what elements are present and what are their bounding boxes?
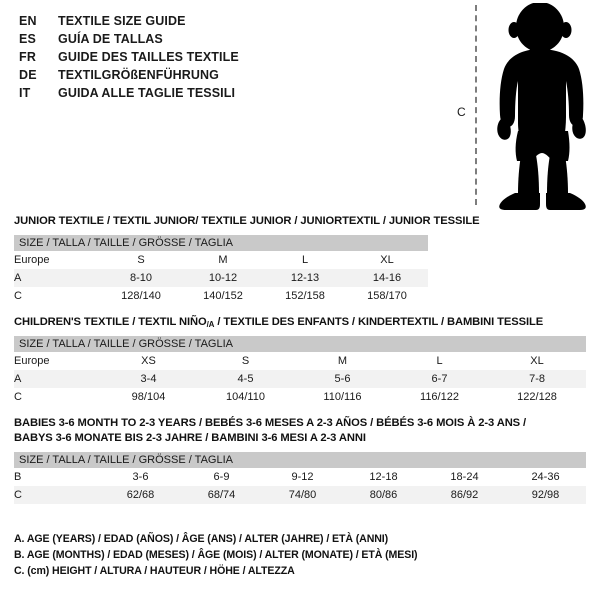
section-title-line1: BABIES 3-6 MONTH TO 2-3 YEARS / BEBÉS 3-… [14, 417, 527, 429]
table-header-label: SIZE / TALLA / TAILLE / GRÖSSE / TAGLIA [14, 452, 587, 468]
children-size-table: SIZE / TALLA / TAILLE / GRÖSSE / TAGLIA … [14, 336, 587, 406]
footnote-c: C. (cm) HEIGHT / ALTURA / HAUTEUR / HÖHE… [14, 565, 295, 577]
cell-value: 80/86 [343, 486, 424, 504]
section-title: JUNIOR TEXTILE / TEXTIL JUNIOR/ TEXTILE … [14, 215, 480, 227]
table-header-label: SIZE / TALLA / TAILLE / GRÖSSE / TAGLIA [14, 235, 428, 251]
table-header-row: SIZE / TALLA / TAILLE / GRÖSSE / TAGLIA [14, 452, 587, 468]
table-header-row: SIZE / TALLA / TAILLE / GRÖSSE / TAGLIA [14, 235, 428, 251]
guide-title: GUÍA DE TALLAS [58, 32, 163, 46]
toddler-silhouette-icon [497, 3, 586, 210]
language-row-en: EN TEXTILE SIZE GUIDE [19, 12, 439, 30]
row-label: A [14, 370, 100, 388]
cell-value: XS [100, 352, 197, 370]
row-label: Europe [14, 251, 100, 269]
cell-value: 5-6 [294, 370, 391, 388]
cell-value: 92/98 [505, 486, 587, 504]
section-title-post: / TEXTILE DES ENFANTS / KINDERTEXTIL / B… [214, 316, 544, 328]
section-junior-textile: JUNIOR TEXTILE / TEXTIL JUNIOR/ TEXTILE … [14, 214, 480, 305]
cell-value: 128/140 [100, 287, 182, 305]
language-row-es: ES GUÍA DE TALLAS [19, 30, 439, 48]
section-babies-textile: BABIES 3-6 MONTH TO 2-3 YEARS / BEBÉS 3-… [14, 416, 587, 504]
guide-title: TEXTILE SIZE GUIDE [58, 14, 186, 28]
cell-value: XL [346, 251, 428, 269]
cell-value: 18-24 [424, 468, 505, 486]
table-row: Europe S M L XL [14, 251, 428, 269]
guide-title: GUIDE DES TAILLES TEXTILE [58, 50, 239, 64]
table-row: Europe XS S M L XL [14, 352, 587, 370]
cell-value: 7-8 [488, 370, 587, 388]
cell-value: 8-10 [100, 269, 182, 287]
language-code: IT [19, 86, 31, 100]
section-title-pre: CHILDREN'S TEXTILE / TEXTIL NIÑO [14, 316, 207, 328]
table-header-row: SIZE / TALLA / TAILLE / GRÖSSE / TAGLIA [14, 336, 587, 352]
cell-value: M [182, 251, 264, 269]
cell-value: 12-13 [264, 269, 346, 287]
cell-value: 4-5 [197, 370, 294, 388]
cell-value: 152/158 [264, 287, 346, 305]
section-title: CHILDREN'S TEXTILE / TEXTIL NIÑO/A / TEX… [14, 315, 586, 330]
table-header-label: SIZE / TALLA / TAILLE / GRÖSSE / TAGLIA [14, 336, 587, 352]
language-row-de: DE TEXTILGRÖßENFÜHRUNG [19, 66, 439, 84]
cell-value: 12-18 [343, 468, 424, 486]
cell-value: 104/110 [197, 388, 294, 406]
legend-footnotes: A. AGE (YEARS) / EDAD (AÑOS) / ÂGE (ANS)… [14, 531, 514, 579]
guide-title: TEXTILGRÖßENFÜHRUNG [58, 68, 219, 82]
cell-value: 140/152 [182, 287, 264, 305]
table-row: A 8-10 10-12 12-13 14-16 [14, 269, 428, 287]
row-label: C [14, 388, 100, 406]
section-title-sub: /A [206, 320, 215, 329]
language-header-block: EN TEXTILE SIZE GUIDE ES GUÍA DE TALLAS … [19, 12, 439, 102]
row-label: C [14, 287, 100, 305]
cell-value: 6-9 [181, 468, 262, 486]
row-label: B [14, 468, 100, 486]
height-measurement-figure: C [440, 0, 600, 215]
cell-value: M [294, 352, 391, 370]
cell-value: 158/170 [346, 287, 428, 305]
table-row: B 3-6 6-9 9-12 12-18 18-24 24-36 [14, 468, 587, 486]
language-row-fr: FR GUIDE DES TAILLES TEXTILE [19, 48, 439, 66]
cell-value: S [197, 352, 294, 370]
babies-size-table: SIZE / TALLA / TAILLE / GRÖSSE / TAGLIA … [14, 452, 587, 504]
language-code: EN [19, 14, 37, 28]
cell-value: 116/122 [391, 388, 488, 406]
cell-value: 3-4 [100, 370, 197, 388]
cell-value: 6-7 [391, 370, 488, 388]
table-row: C 62/68 68/74 74/80 80/86 86/92 92/98 [14, 486, 587, 504]
section-childrens-textile: CHILDREN'S TEXTILE / TEXTIL NIÑO/A / TEX… [14, 315, 587, 406]
height-label: C [457, 105, 466, 119]
height-reference-dashed-line [475, 5, 477, 205]
row-label: A [14, 269, 100, 287]
cell-value: XL [488, 352, 587, 370]
cell-value: 68/74 [181, 486, 262, 504]
footnote-b: B. AGE (MONTHS) / EDAD (MESES) / ÂGE (MO… [14, 549, 418, 561]
row-label: Europe [14, 352, 100, 370]
row-label: C [14, 486, 100, 504]
cell-value: 74/80 [262, 486, 343, 504]
cell-value: 14-16 [346, 269, 428, 287]
cell-value: 122/128 [488, 388, 587, 406]
guide-title: GUIDA ALLE TAGLIE TESSILI [58, 86, 236, 100]
table-row: A 3-4 4-5 5-6 6-7 7-8 [14, 370, 587, 388]
table-row: C 128/140 140/152 152/158 158/170 [14, 287, 428, 305]
footnote-a: A. AGE (YEARS) / EDAD (AÑOS) / ÂGE (ANS)… [14, 533, 389, 545]
cell-value: 24-36 [505, 468, 587, 486]
language-code: ES [19, 32, 37, 46]
table-row: C 98/104 104/110 110/116 116/122 122/128 [14, 388, 587, 406]
cell-value: L [391, 352, 488, 370]
language-code: DE [19, 68, 37, 82]
cell-value: 98/104 [100, 388, 197, 406]
cell-value: 62/68 [100, 486, 181, 504]
language-row-it: IT GUIDA ALLE TAGLIE TESSILI [19, 84, 439, 102]
cell-value: 9-12 [262, 468, 343, 486]
language-code: FR [19, 50, 37, 64]
section-title-line2: BABYS 3-6 MONATE BIS 2-3 JAHRE / BAMBINI… [14, 432, 366, 444]
cell-value: S [100, 251, 182, 269]
cell-value: 86/92 [424, 486, 505, 504]
junior-size-table: SIZE / TALLA / TAILLE / GRÖSSE / TAGLIA … [14, 235, 428, 305]
cell-value: L [264, 251, 346, 269]
cell-value: 110/116 [294, 388, 391, 406]
cell-value: 10-12 [182, 269, 264, 287]
cell-value: 3-6 [100, 468, 181, 486]
